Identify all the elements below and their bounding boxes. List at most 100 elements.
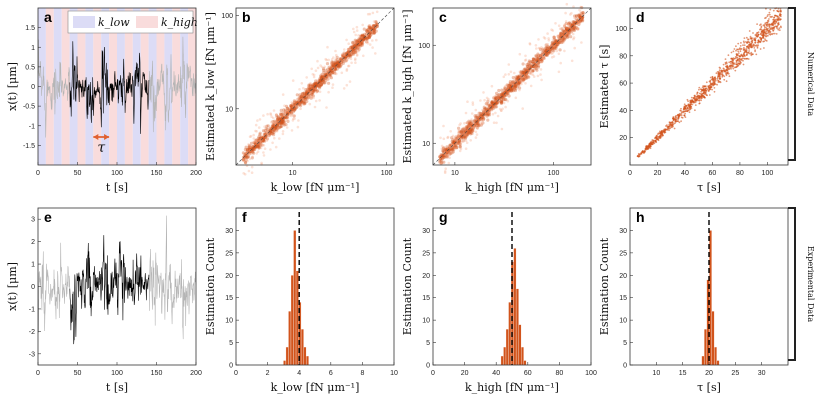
scatter-point [464,135,468,139]
scatter-point [348,53,352,57]
scatter-point [774,22,777,25]
scatter-point [564,34,569,38]
scatter-point [319,74,323,78]
scatter-halo [564,20,568,23]
histogram-bar [716,360,720,366]
scatter-halo [283,110,287,113]
scatter-point [363,36,367,40]
histogram-bar [515,288,519,366]
scatter-point [448,143,452,147]
scatter-point [290,105,294,109]
scatter-halo [313,105,317,109]
trace-gray [148,215,197,340]
scatter-point [721,76,724,78]
scatter-point [324,76,328,80]
scatter-point [371,26,375,30]
scatter-halo [563,35,566,38]
scatter-point [361,34,365,38]
scatter-point [581,11,585,15]
scatter-halo [347,42,351,45]
scatter-point [338,63,342,67]
scatter-halo [253,148,257,151]
scatter-halo [314,87,317,90]
scatter-point [710,82,712,85]
scatter-point [310,93,314,97]
scatter-point [465,133,469,137]
scatter-halo [253,139,257,143]
scatter-point [348,47,352,51]
x-tick-label: 100 [111,370,123,377]
scatter-point [731,62,734,64]
scatter-halo [541,56,544,60]
scatter-point [441,153,446,158]
scatter-halo [520,71,523,74]
scatter-point [346,49,351,54]
scatter-point [249,149,253,153]
scatter-point [351,40,355,45]
scatter-halo [460,141,463,144]
scatter-point [279,124,284,129]
scatter-point [519,74,524,78]
scatter-halo [250,150,253,154]
scatter-point [266,124,270,128]
scatter-halo [557,24,561,28]
scatter-point [314,87,318,91]
scatter-point [335,61,339,65]
scatter-point [732,57,735,59]
scatter-halo [464,133,468,137]
scatter-point [469,125,473,129]
scatter-halo [492,121,496,124]
scatter-halo [356,41,359,44]
scatter-point [495,101,499,105]
y-tick-label: 2 [31,239,35,246]
scatter-point [468,129,472,133]
scatter-point [749,45,751,48]
scatter-point [283,108,287,112]
scatter-point [346,47,351,52]
scatter-point [374,25,378,29]
scatter-point [772,29,775,32]
scatter-point [710,86,713,88]
scatter-point [307,90,311,94]
scatter-halo [311,73,315,76]
scatter-point [261,135,265,139]
scatter-point [333,66,337,70]
scatter-point [281,121,285,125]
scatter-point [667,126,670,128]
scatter-point [294,105,298,110]
scatter-point [313,87,318,91]
scatter-point [780,26,782,29]
scatter-point [770,23,773,26]
scatter-point [330,61,334,65]
scatter-point [769,23,771,26]
scatter-point [536,65,540,69]
scatter-halo [310,95,314,98]
scatter-point [736,63,738,66]
scatter-point [507,88,511,92]
scatter-point [260,137,264,141]
scatter-point [677,118,679,121]
scatter-halo [557,70,561,74]
scatter-point [289,104,293,108]
scatter-point [566,26,570,30]
scatter-point [684,112,686,115]
scatter-point [466,130,470,134]
scatter-point [344,56,348,60]
scatter-halo [560,33,563,37]
scatter-point [330,62,334,66]
scatter-point [743,52,745,55]
scatter-halo [342,53,346,57]
scatter-point [549,47,553,52]
scatter-halo [316,66,320,70]
scatter-point [263,129,267,133]
scatter-point [267,130,271,134]
scatter-point [310,86,315,90]
scatter-halo [314,69,318,72]
scatter-point [572,25,577,30]
scatter-point [723,70,726,73]
scatter-point [576,20,581,24]
scatter-halo [555,49,559,53]
scatter-point [698,86,701,89]
legend: k_low k_high [67,10,198,34]
scatter-halo [247,169,251,173]
